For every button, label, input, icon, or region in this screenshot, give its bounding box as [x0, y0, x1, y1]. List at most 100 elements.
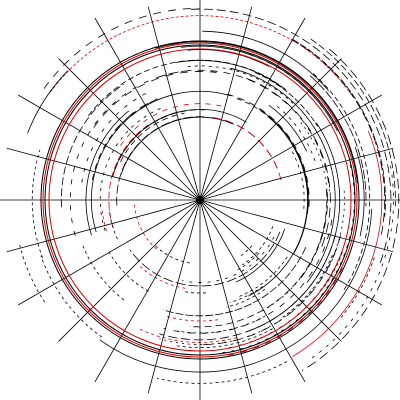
arc — [292, 130, 383, 357]
ring-red — [48, 48, 352, 352]
arc — [92, 98, 158, 180]
arc — [145, 109, 247, 128]
arc — [301, 48, 400, 371]
ring — [40, 40, 360, 360]
center-dot — [196, 196, 204, 204]
arc — [166, 315, 218, 322]
arc — [139, 266, 186, 289]
ray — [199, 17, 306, 201]
arc — [354, 146, 365, 237]
arc — [120, 103, 223, 146]
arc — [134, 203, 157, 250]
ray — [199, 199, 306, 383]
arc — [222, 267, 343, 357]
ray — [199, 94, 383, 201]
arc — [248, 115, 308, 297]
arc — [175, 328, 273, 348]
arc — [181, 45, 338, 132]
arc — [93, 71, 217, 128]
ring-red — [42, 42, 358, 358]
arc — [235, 228, 286, 283]
arc — [182, 290, 207, 294]
arc — [187, 49, 270, 67]
ray — [17, 94, 201, 201]
arc — [116, 116, 209, 206]
arc — [246, 122, 341, 333]
ray — [147, 6, 201, 201]
ray — [199, 147, 394, 201]
arc — [226, 288, 266, 308]
arc — [300, 191, 328, 278]
ring — [44, 44, 356, 356]
arc — [235, 252, 260, 272]
arc — [61, 83, 124, 208]
arc — [50, 15, 351, 93]
ray — [58, 58, 201, 201]
arc — [241, 226, 274, 266]
arc — [129, 231, 281, 287]
arc — [309, 75, 367, 207]
arc — [19, 244, 46, 303]
arc — [310, 165, 394, 360]
arc — [163, 247, 307, 317]
arc — [101, 210, 107, 231]
arc — [120, 116, 234, 175]
arc — [254, 72, 319, 127]
arc — [159, 69, 330, 192]
arc — [69, 70, 189, 236]
arc — [322, 251, 343, 290]
arc — [323, 247, 338, 276]
arc — [219, 164, 355, 354]
ray — [94, 17, 201, 201]
ray — [199, 199, 253, 394]
arc — [155, 41, 358, 184]
arc — [226, 93, 310, 212]
arc — [85, 110, 130, 236]
arc — [238, 245, 253, 258]
arc — [31, 149, 43, 259]
ray — [147, 199, 201, 394]
arc — [229, 286, 263, 303]
arc — [282, 255, 333, 318]
arc — [292, 38, 386, 217]
arc — [40, 255, 103, 338]
ray — [199, 6, 253, 201]
arc — [27, 70, 68, 134]
ray — [6, 199, 201, 253]
ray — [199, 199, 383, 306]
ray — [6, 147, 201, 201]
arc — [190, 8, 392, 264]
arc — [187, 65, 295, 106]
ray — [199, 58, 342, 201]
arc — [163, 219, 333, 334]
arc — [268, 104, 307, 152]
arc — [182, 236, 275, 283]
arc — [138, 328, 237, 343]
arc — [238, 256, 288, 298]
arc — [99, 208, 373, 373]
arc — [154, 244, 190, 264]
arc — [246, 77, 331, 252]
arc — [157, 361, 288, 384]
arc — [202, 30, 329, 91]
arc — [90, 90, 232, 233]
arc — [120, 112, 185, 163]
ray — [199, 199, 394, 253]
arc — [290, 38, 386, 235]
ray — [17, 199, 201, 306]
arc — [291, 151, 305, 211]
arc — [108, 208, 118, 240]
arc — [277, 106, 316, 163]
arc — [312, 73, 371, 291]
arc — [43, 7, 199, 89]
ray — [94, 199, 201, 383]
arc — [196, 235, 341, 346]
ray — [58, 199, 201, 342]
arc — [339, 257, 375, 320]
ray — [199, 199, 342, 342]
arc — [230, 67, 336, 283]
arc — [176, 60, 283, 88]
arc — [310, 38, 396, 207]
